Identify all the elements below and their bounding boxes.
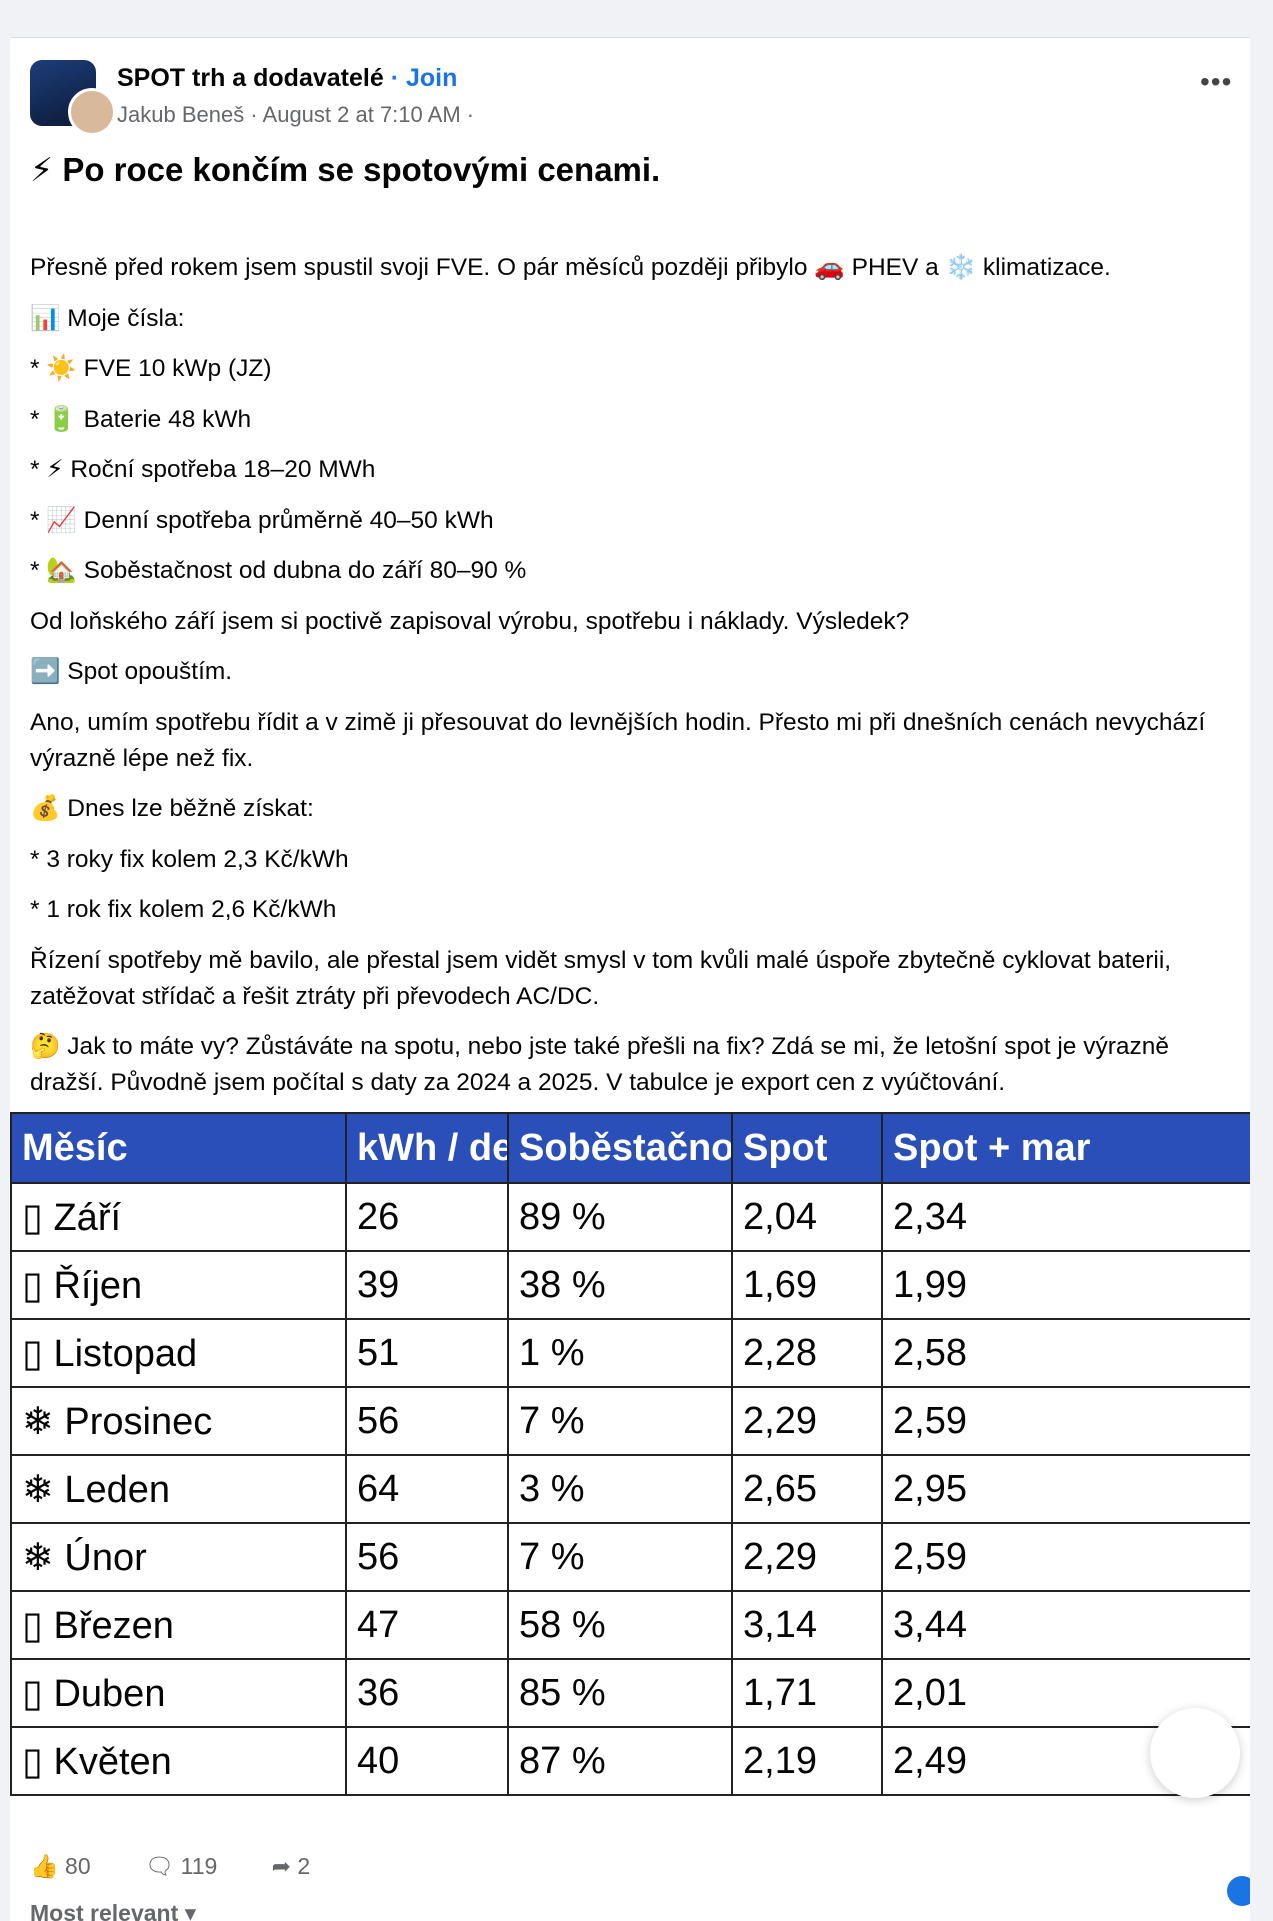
table-cell: ❄ Leden bbox=[10, 1454, 347, 1524]
table-cell: 7 % bbox=[507, 1386, 733, 1456]
paragraph: ➡️ Spot opouštím. bbox=[30, 658, 233, 685]
table-cell: 1 % bbox=[507, 1318, 733, 1388]
table-cell: 2,95 bbox=[881, 1454, 1250, 1524]
paragraph: * 🏡 Soběstačnost od dubna do září 80–90 … bbox=[30, 557, 527, 584]
table-cell: ❄ Únor bbox=[10, 1522, 347, 1592]
table-body: ▯ Září 26 89 % 2,04 2,34 ▯ Říjen 39 38 % 1,69 1,9… bbox=[10, 1182, 1250, 1796]
paragraph: 💰 Dnes lze běžně získat: bbox=[30, 795, 314, 822]
header-cell: Spot bbox=[731, 1112, 883, 1184]
price-table: Měsíc kWh / de Soběstačno Spot Spot + mar ▯ … bbox=[10, 1112, 1250, 1796]
table-cell: 1,71 bbox=[731, 1658, 883, 1728]
table-row: ▯ Duben 36 85 % 1,71 2,01 bbox=[10, 1658, 1250, 1728]
author-meta[interactable]: Jakub Beneš · August 2 at 7:10 AM · bbox=[117, 102, 475, 127]
comment-count[interactable]: 🗨 119 bbox=[145, 1853, 218, 1879]
table-cell: 1,99 bbox=[881, 1250, 1250, 1320]
paragraph: Ano, umím spotřebu řídit a v zimě ji pře… bbox=[30, 708, 1206, 772]
header-cell: Soběstačno bbox=[507, 1112, 733, 1184]
table-cell: ▯ Září bbox=[10, 1182, 347, 1252]
table-cell: 56 bbox=[345, 1386, 509, 1456]
comment-sort[interactable]: Most relevant ▾ bbox=[30, 1900, 197, 1921]
table-row: ▯ Září 26 89 % 2,04 2,34 bbox=[10, 1182, 1250, 1252]
paragraph: Přesně před rokem jsem spustil svoji FVE… bbox=[30, 254, 1111, 281]
table-cell: ▯ Březen bbox=[10, 1590, 347, 1660]
table-cell: 39 bbox=[345, 1250, 509, 1320]
table-cell: 1,69 bbox=[731, 1250, 883, 1320]
table-cell: 51 bbox=[345, 1318, 509, 1388]
table-cell: 2,65 bbox=[731, 1454, 883, 1524]
table-image: Měsíc kWh / de Soběstačno Spot Spot + mar ▯ … bbox=[10, 1112, 1250, 1796]
paragraph: * 3 roky fix kolem 2,3 Kč/kWh bbox=[30, 845, 349, 873]
table-cell: 58 % bbox=[507, 1590, 733, 1660]
header-cell: Spot + mar bbox=[881, 1112, 1250, 1184]
paragraph: * ⚡ Roční spotřeba 18–20 MWh bbox=[30, 456, 376, 483]
paragraph: * ☀️ FVE 10 kWp (JZ) bbox=[30, 355, 272, 382]
table-row: ▯ Květen 40 87 % 2,19 2,49 bbox=[10, 1726, 1250, 1796]
table-cell: 64 bbox=[345, 1454, 509, 1524]
table-cell: ▯ Duben bbox=[10, 1658, 347, 1728]
table-row: ▯ Březen 47 58 % 3,14 3,44 bbox=[10, 1590, 1250, 1660]
table-cell: 56 bbox=[345, 1522, 509, 1592]
table-row: ▯ Listopad 51 1 % 2,28 2,58 bbox=[10, 1318, 1250, 1388]
table-header: Měsíc kWh / de Soběstačno Spot Spot + mar bbox=[10, 1112, 1250, 1184]
paragraph: * 1 rok fix kolem 2,6 Kč/kWh bbox=[30, 896, 337, 923]
table-cell: 2,04 bbox=[731, 1182, 883, 1252]
paragraph: 📊 Moje čísla: bbox=[30, 304, 185, 332]
post-title: ⚡ Po roce končím se spotovými cenami. bbox=[30, 151, 661, 188]
table-row: ▯ Říjen 39 38 % 1,69 1,99 bbox=[10, 1250, 1250, 1320]
paragraph: * 📈 Denní spotřeba průměrně 40–50 kWh bbox=[30, 506, 494, 534]
table-cell: 87 % bbox=[507, 1726, 733, 1796]
reactions-bar: 👍 80 🗨 119 ➦ 2 bbox=[30, 1853, 358, 1880]
paragraph: * 🔋 Baterie 48 kWh bbox=[30, 405, 252, 433]
table-row: ❄ Leden 64 3 % 2,65 2,95 bbox=[10, 1454, 1250, 1524]
header-cell: kWh / de bbox=[345, 1112, 509, 1184]
scan-button[interactable] bbox=[1150, 1708, 1240, 1798]
table-cell: 2,59 bbox=[881, 1386, 1250, 1456]
table-cell: ▯ Květen bbox=[10, 1726, 347, 1796]
paragraph: Od loňského září jsem si poctivě zapisov… bbox=[30, 607, 910, 635]
group-name[interactable]: SPOT trh a dodavatelé bbox=[117, 64, 384, 92]
table-cell: 85 % bbox=[507, 1658, 733, 1728]
table-cell: 3 % bbox=[507, 1454, 733, 1524]
table-row: ❄ Prosinec 56 7 % 2,29 2,59 bbox=[10, 1386, 1250, 1456]
table-cell: 89 % bbox=[507, 1182, 733, 1252]
table-cell: 2,29 bbox=[731, 1522, 883, 1592]
table-cell: 2,28 bbox=[731, 1318, 883, 1388]
paragraph: Řízení spotřeby mě bavilo, ale přestal j… bbox=[30, 946, 1172, 1010]
table-cell: 36 bbox=[345, 1658, 509, 1728]
paragraph: 🤔 Jak to máte vy? Zůstáváte na spotu, ne… bbox=[30, 1033, 1170, 1096]
more-menu[interactable]: ••• bbox=[1200, 66, 1233, 97]
table-cell: ❄ Prosinec bbox=[10, 1386, 347, 1456]
table-cell: 2,34 bbox=[881, 1182, 1250, 1252]
table-cell: ▯ Říjen bbox=[10, 1250, 347, 1320]
table-cell: 38 % bbox=[507, 1250, 733, 1320]
table-cell: 2,19 bbox=[731, 1726, 883, 1796]
table-cell: 47 bbox=[345, 1590, 509, 1660]
table-cell: 3,14 bbox=[731, 1590, 883, 1660]
reaction-icon[interactable] bbox=[1227, 1876, 1250, 1906]
table-cell: 7 % bbox=[507, 1522, 733, 1592]
table-cell: ▯ Listopad bbox=[10, 1318, 347, 1388]
share-count[interactable]: ➦ 2 bbox=[271, 1853, 311, 1879]
table-cell: 40 bbox=[345, 1726, 509, 1796]
join-link[interactable]: · Join bbox=[390, 64, 458, 92]
table-cell: 26 bbox=[345, 1182, 509, 1252]
header-cell: Měsíc bbox=[10, 1112, 347, 1184]
like-count[interactable]: 👍 80 bbox=[30, 1853, 91, 1879]
table-row: ❄ Únor 56 7 % 2,29 2,59 bbox=[10, 1522, 1250, 1592]
table-cell: 2,29 bbox=[731, 1386, 883, 1456]
table-cell: 2,58 bbox=[881, 1318, 1250, 1388]
table-cell: 2,59 bbox=[881, 1522, 1250, 1592]
group-line: SPOT trh a dodavatelé · Join bbox=[117, 64, 457, 93]
table-cell: 3,44 bbox=[881, 1590, 1250, 1660]
post-body: Přesně před rokem jsem spustil svoji FVE… bbox=[30, 250, 1245, 1116]
author-avatar[interactable] bbox=[68, 88, 116, 136]
post-card: SPOT trh a dodavatelé · Join Jakub Beneš… bbox=[10, 37, 1250, 1921]
